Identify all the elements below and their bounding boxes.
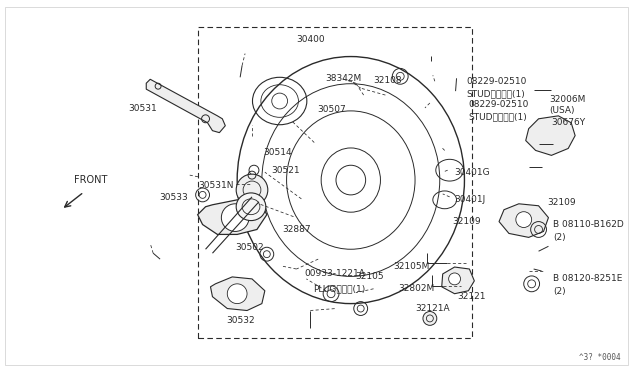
Text: 30531N: 30531N <box>198 180 234 189</box>
Text: PLUGプラグ(1): PLUGプラグ(1) <box>314 284 365 293</box>
Text: (USA): (USA) <box>550 106 575 115</box>
Text: B 08110-B162D: B 08110-B162D <box>554 220 624 229</box>
Text: 30521: 30521 <box>271 166 300 175</box>
Text: 08229-02510: 08229-02510 <box>468 100 529 109</box>
Polygon shape <box>442 267 474 294</box>
Text: 32105: 32105 <box>355 272 383 281</box>
Text: 00933-1221A: 00933-1221A <box>305 269 365 279</box>
Text: 30531: 30531 <box>129 105 157 113</box>
Ellipse shape <box>236 193 266 221</box>
Text: 30507: 30507 <box>317 105 346 115</box>
Text: (2): (2) <box>554 233 566 242</box>
Text: 30401G: 30401G <box>454 168 490 177</box>
Text: 30514: 30514 <box>263 148 291 157</box>
Text: ^3? *0004: ^3? *0004 <box>579 353 621 362</box>
Text: 30532: 30532 <box>226 316 255 325</box>
Text: (2): (2) <box>554 287 566 296</box>
Text: 32887: 32887 <box>283 225 311 234</box>
Circle shape <box>227 284 247 304</box>
Text: 32109: 32109 <box>547 198 576 207</box>
Text: 32105M: 32105M <box>394 262 430 270</box>
Text: 32006M: 32006M <box>550 94 586 103</box>
Text: 32802M: 32802M <box>399 284 435 293</box>
Text: 32109: 32109 <box>452 217 481 226</box>
Bar <box>198 27 472 338</box>
Text: B 08120-8251E: B 08120-8251E <box>554 275 623 283</box>
Text: 32121: 32121 <box>458 292 486 301</box>
Text: 38342M: 38342M <box>325 74 362 83</box>
Text: 32108: 32108 <box>374 76 402 85</box>
Text: 30502: 30502 <box>236 243 264 252</box>
Text: 30533: 30533 <box>159 193 188 202</box>
Polygon shape <box>198 200 267 234</box>
Polygon shape <box>211 277 265 311</box>
Circle shape <box>423 311 436 326</box>
Text: STUDスタッド(1): STUDスタッド(1) <box>467 90 525 99</box>
Text: 30400: 30400 <box>296 35 324 44</box>
Circle shape <box>516 212 532 228</box>
Text: FRONT: FRONT <box>74 175 108 185</box>
Circle shape <box>221 204 249 231</box>
Polygon shape <box>147 79 225 133</box>
Text: STUDスタッド(1): STUDスタッド(1) <box>468 112 527 121</box>
Text: 30676Y: 30676Y <box>552 118 586 127</box>
Circle shape <box>236 174 268 206</box>
Polygon shape <box>525 116 575 155</box>
Polygon shape <box>499 204 548 237</box>
Text: 32121A: 32121A <box>415 304 450 313</box>
Text: 30401J: 30401J <box>454 195 486 204</box>
Circle shape <box>449 273 461 285</box>
Text: 08229-02510: 08229-02510 <box>467 77 527 86</box>
